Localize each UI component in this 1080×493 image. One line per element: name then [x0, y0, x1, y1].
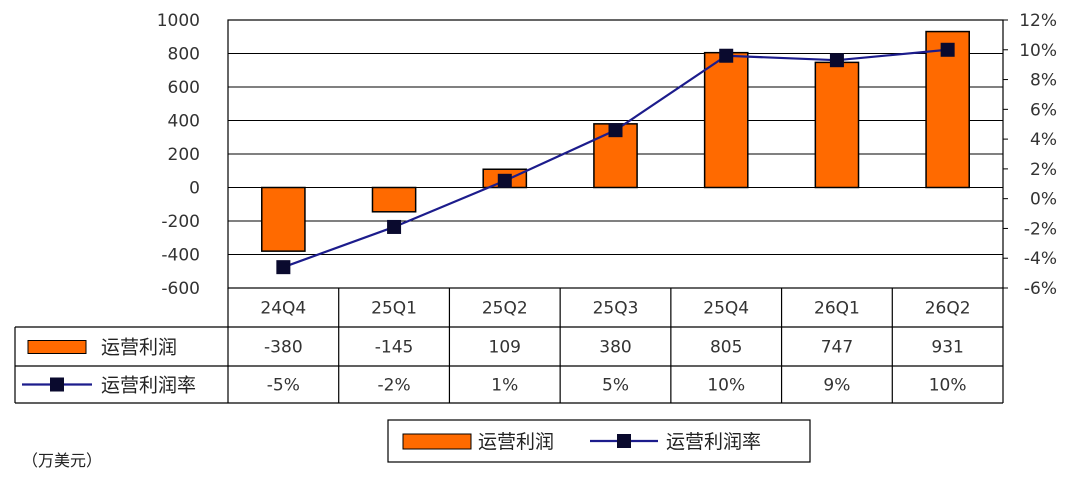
- left-tick-label: 200: [168, 145, 200, 165]
- right-tick-label: -2%: [1024, 219, 1057, 239]
- table-row-label: 运营利润率: [101, 375, 196, 397]
- row-key-bar: [27, 340, 87, 354]
- table-cell: 5%: [602, 376, 629, 396]
- legend-key-marker: [617, 434, 631, 448]
- legend-label: 运营利润: [478, 431, 554, 453]
- left-tick-label: -200: [161, 212, 200, 232]
- right-tick-label: 0%: [1030, 190, 1057, 210]
- left-tick-label: 1000: [157, 11, 200, 31]
- table-row-label: 运营利润: [101, 337, 177, 359]
- table-cell: 109: [489, 338, 521, 358]
- bar-25Q1: [371, 186, 417, 213]
- left-tick-label: -400: [161, 246, 200, 266]
- left-tick-label: 400: [168, 112, 200, 132]
- margin-line: [276, 42, 955, 275]
- margin-marker-26Q1: [829, 53, 844, 68]
- plot-border: [227, 19, 1004, 289]
- category-label: 26Q1: [814, 299, 860, 319]
- table-cell: -145: [375, 338, 414, 358]
- right-tick-label: 6%: [1030, 100, 1057, 120]
- category-label: 26Q2: [925, 299, 971, 319]
- table-cell: 10%: [707, 376, 745, 396]
- right-tick-label: 4%: [1030, 130, 1057, 150]
- right-tick-label: 8%: [1030, 71, 1057, 91]
- table-cell: -5%: [267, 376, 300, 396]
- table-cell: 747: [821, 338, 853, 358]
- margin-marker-24Q4: [276, 260, 291, 275]
- category-label: 25Q4: [703, 299, 749, 319]
- left-tick-label: 800: [168, 45, 200, 65]
- left-axis-ticks: 1000 800 600 400 200 0 -200 -400 -600: [157, 11, 200, 299]
- table-cell: 380: [599, 338, 631, 358]
- bar-25Q4: [703, 51, 749, 189]
- right-tick-label: -6%: [1024, 279, 1057, 299]
- bar-26Q1: [814, 61, 860, 189]
- category-label: 24Q4: [260, 299, 306, 319]
- margin-marker-25Q2: [497, 173, 512, 188]
- table-cell: 10%: [929, 376, 967, 396]
- legend-key-bar: [402, 433, 472, 450]
- category-label: 25Q1: [371, 299, 417, 319]
- bar-26Q2: [925, 30, 970, 189]
- table-cell: 931: [931, 338, 963, 358]
- row-key-marker: [50, 377, 64, 392]
- table-cell: -2%: [378, 376, 411, 396]
- unit-label: （万美元）: [22, 451, 102, 470]
- legend-label: 运营利润率: [666, 431, 761, 453]
- right-tick-label: 10%: [1019, 41, 1057, 61]
- table-cell: -380: [264, 338, 303, 358]
- right-tick-label: 2%: [1030, 160, 1057, 180]
- margin-marker-25Q1: [387, 219, 402, 234]
- table-cell: 805: [710, 338, 742, 358]
- left-tick-label: 600: [168, 78, 200, 98]
- plot-frame: [227, 19, 1008, 289]
- margin-marker-26Q2: [940, 42, 955, 57]
- right-axis-ticks: 12% 10% 8% 6% 4% 2% 0% -2% -4% -6%: [1019, 11, 1057, 299]
- table-cell: 1%: [491, 376, 518, 396]
- right-tick-label: 12%: [1019, 11, 1057, 31]
- left-tick-label: -600: [161, 279, 200, 299]
- category-label: 25Q3: [593, 299, 639, 319]
- bar-24Q4: [261, 186, 306, 252]
- margin-marker-25Q4: [719, 48, 734, 63]
- right-tick-label: -4%: [1024, 249, 1057, 269]
- category-label: 25Q2: [482, 299, 528, 319]
- legend: 运营利润 运营利润率: [387, 419, 811, 463]
- data-table: 24Q4 25Q1 25Q2 25Q3 25Q4 26Q1 26Q2 -380 -145 109 3…: [14, 288, 1004, 404]
- margin-marker-25Q3: [608, 123, 623, 138]
- bars: [261, 30, 970, 252]
- table-cell: 9%: [823, 376, 850, 396]
- left-tick-label: 0: [189, 179, 200, 199]
